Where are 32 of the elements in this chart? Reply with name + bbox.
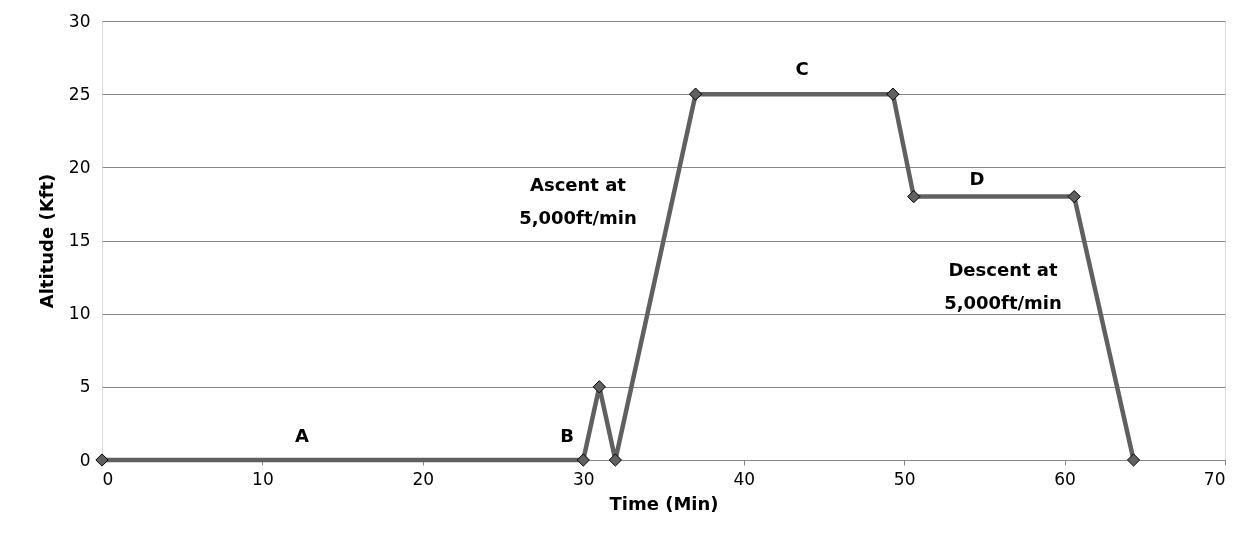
y-tick-label: 5 — [79, 376, 91, 397]
y-axis-title: Altitude (Kft) — [35, 173, 57, 309]
point — [886, 87, 900, 101]
x-tick-label: 20 — [412, 468, 435, 489]
point — [1126, 453, 1141, 467]
annotation: C — [795, 58, 809, 79]
annotation: Ascent at 5,000ft/min — [519, 174, 637, 228]
x-tick-label: 60 — [1054, 468, 1076, 489]
y-tick-label: 0 — [79, 449, 91, 470]
y-tick-label: 15 — [68, 230, 91, 250]
point — [1067, 189, 1081, 204]
point — [95, 453, 109, 467]
annotation: B — [560, 425, 574, 446]
annotation: Descent at 5,000ft/min — [944, 259, 1062, 313]
x-axis-title: Time (Min) — [609, 492, 719, 514]
point — [576, 453, 590, 467]
annotation: A — [295, 425, 310, 446]
x-tick-label: 10 — [252, 468, 274, 489]
y-tick-label: 25 — [68, 83, 91, 104]
point — [907, 189, 921, 204]
y-tick-label: 30 — [68, 10, 91, 31]
x-tick-label: 0 — [102, 468, 114, 489]
point — [592, 380, 606, 394]
x-tick-label: 40 — [733, 468, 756, 489]
point — [688, 87, 703, 101]
x-tick-label: 30 — [572, 468, 595, 489]
point — [608, 453, 622, 467]
y-tick-label: 10 — [68, 303, 91, 324]
y-tick-label: 20 — [68, 156, 91, 177]
x-tick-label: 70 — [1203, 468, 1226, 489]
x-tick-label: 50 — [893, 468, 916, 489]
annotation: D — [969, 168, 985, 189]
